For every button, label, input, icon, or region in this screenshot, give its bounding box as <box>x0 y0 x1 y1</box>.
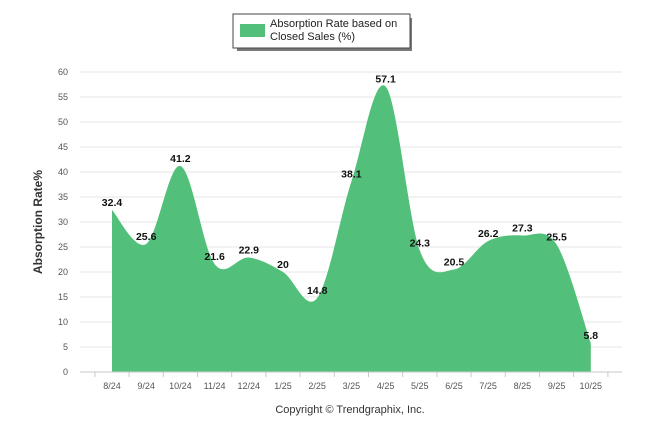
y-tick-label: 10 <box>58 317 68 327</box>
x-tick-label: 7/25 <box>479 381 497 391</box>
y-axis-ticks: 0 5 10 15 20 25 30 35 40 45 50 55 60 <box>58 67 68 377</box>
y-tick-label: 5 <box>63 342 68 352</box>
data-label: 22.9 <box>239 245 260 257</box>
x-tick-label: 3/25 <box>343 381 361 391</box>
data-label: 5.8 <box>583 330 598 342</box>
y-tick-label: 45 <box>58 142 68 152</box>
y-tick-label: 60 <box>58 67 68 77</box>
x-tick-label: 10/24 <box>169 381 192 391</box>
x-tick-label: 1/25 <box>274 381 292 391</box>
x-axis-ticks: 8/24 9/24 10/24 11/24 12/24 1/25 2/25 3/25 4/25 5… <box>103 381 602 391</box>
data-label: 25.6 <box>136 231 157 243</box>
absorption-rate-area <box>112 85 591 372</box>
data-label: 21.6 <box>204 251 225 263</box>
y-tick-label: 50 <box>58 117 68 127</box>
x-tick-label: 4/25 <box>377 381 395 391</box>
y-tick-label: 0 <box>63 367 68 377</box>
data-label: 20 <box>277 259 289 271</box>
y-tick-label: 35 <box>58 192 68 202</box>
data-label: 32.4 <box>102 197 123 209</box>
data-label: 14.8 <box>307 285 328 297</box>
legend-label-line1: Absorption Rate based on <box>270 18 397 30</box>
y-tick-label: 40 <box>58 167 68 177</box>
y-tick-label: 30 <box>58 217 68 227</box>
x-tick-label: 10/25 <box>580 381 603 391</box>
x-tick-label: 9/24 <box>137 381 155 391</box>
y-tick-label: 25 <box>58 242 68 252</box>
legend: Absorption Rate based on Closed Sales (%… <box>232 13 412 51</box>
y-tick-label: 55 <box>58 92 68 102</box>
x-tick-label: 9/25 <box>548 381 566 391</box>
y-tick-label: 15 <box>58 292 68 302</box>
data-label: 38.1 <box>341 169 362 181</box>
data-label: 41.2 <box>170 153 191 165</box>
y-axis-label: Absorption Rate% <box>31 170 45 274</box>
legend-label-line2: Closed Sales (%) <box>270 31 355 43</box>
x-tick-label: 2/25 <box>308 381 326 391</box>
x-tick-label: 8/24 <box>103 381 121 391</box>
x-tick-label: 8/25 <box>514 381 532 391</box>
x-tick-label: 6/25 <box>445 381 463 391</box>
x-tick-label: 12/24 <box>238 381 261 391</box>
copyright-footer: Copyright © Trendgraphix, Inc. <box>275 404 424 416</box>
x-axis <box>80 371 622 377</box>
x-tick-label: 5/25 <box>411 381 429 391</box>
data-labels: 32.4 25.6 41.2 21.6 22.9 20 14.8 38.1 57.1 24.3 20… <box>102 74 598 343</box>
x-tick-label: 11/24 <box>204 381 226 391</box>
data-label: 26.2 <box>478 228 499 240</box>
data-label: 27.3 <box>512 223 533 235</box>
legend-swatch <box>240 24 265 37</box>
y-tick-label: 20 <box>58 267 68 277</box>
data-label: 24.3 <box>410 238 431 250</box>
data-label: 57.1 <box>375 74 396 86</box>
data-label: 25.5 <box>546 232 567 244</box>
data-label: 20.5 <box>444 257 465 269</box>
